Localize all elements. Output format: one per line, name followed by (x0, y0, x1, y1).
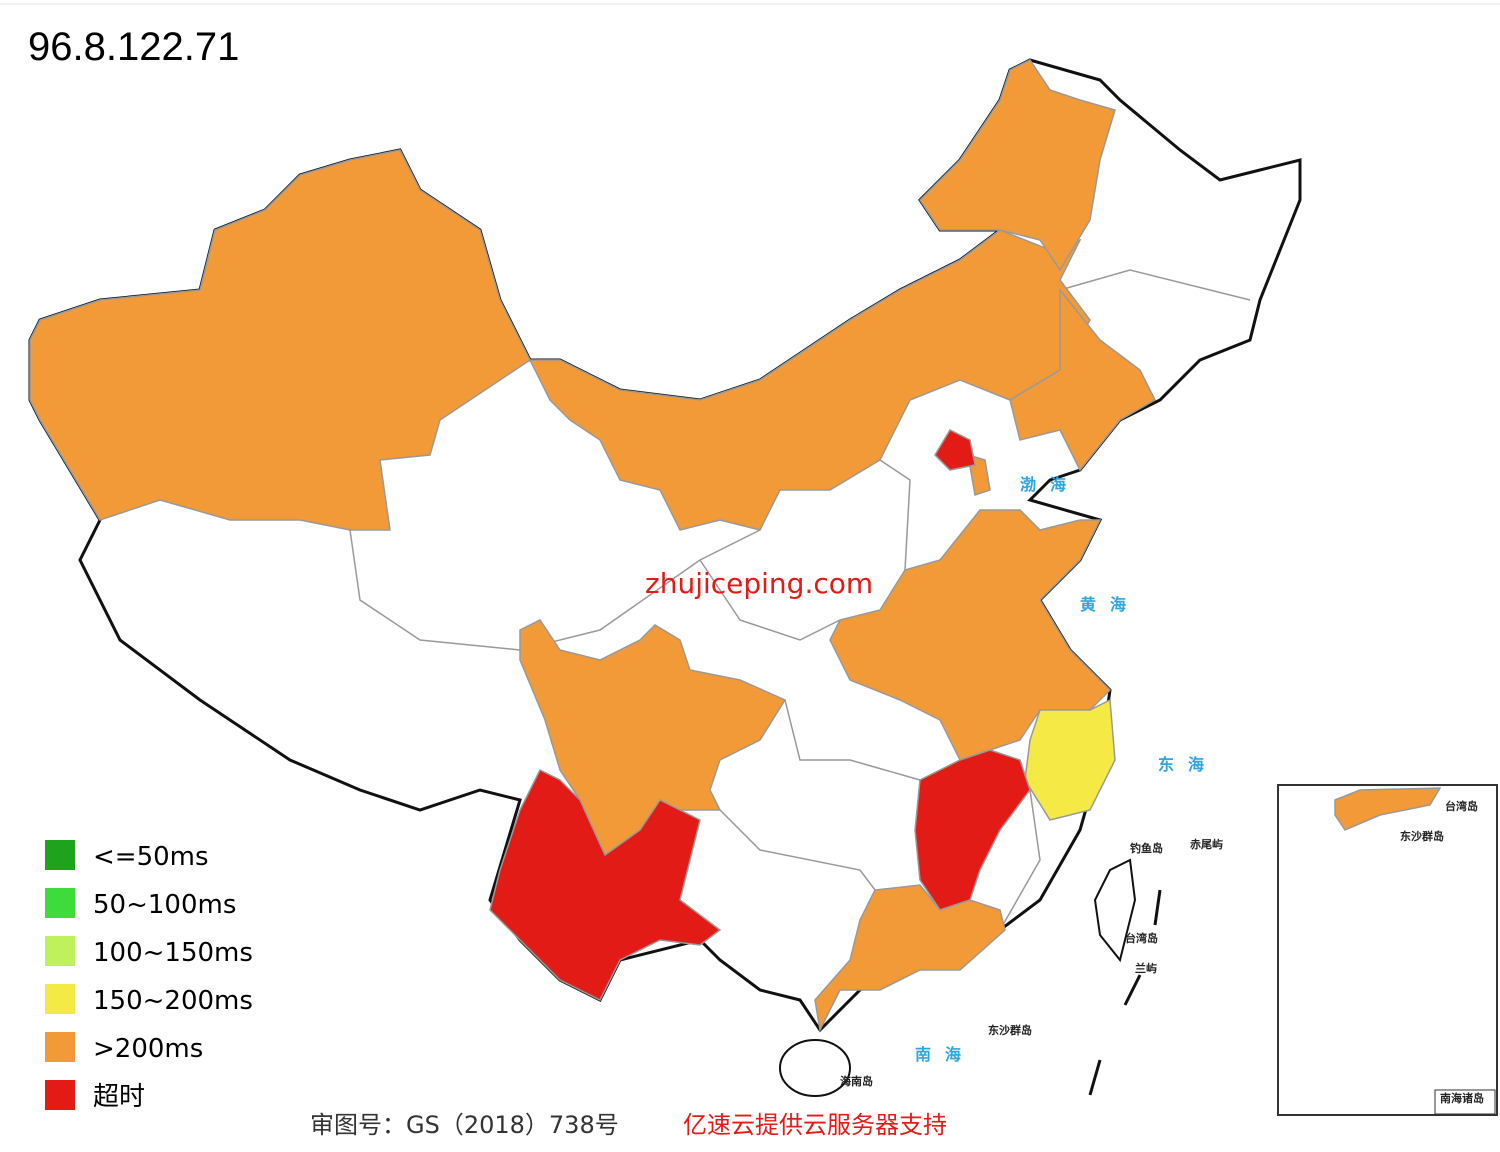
legend: <=50ms 50~100ms 100~150ms 150~200ms >200ms 超时 (45, 840, 253, 1112)
legend-label: 超时 (93, 1082, 145, 1112)
hainan (779, 1039, 851, 1097)
province (914, 749, 1031, 911)
legend-label: <=50ms (93, 842, 209, 872)
inset-label: 东沙群岛 (1400, 829, 1444, 843)
island-label: 海南岛 (840, 1074, 873, 1088)
legend-label: 150~200ms (93, 986, 253, 1016)
legend-swatch (45, 840, 75, 870)
inset-label: 台湾岛 (1445, 799, 1478, 813)
map: 渤海 黄海 东海 南海 钓鱼岛 赤尾屿 台湾岛 兰屿 东沙群岛 海南岛 (28, 58, 1302, 1097)
sea-label: 渤海 (1020, 475, 1080, 494)
sea-label: 黄海 (1080, 595, 1140, 614)
legend-swatch (45, 936, 75, 966)
province (1024, 698, 1116, 821)
sponsor-note: 亿速云提供云服务器支持 (683, 1111, 947, 1139)
legend-swatch (45, 984, 75, 1014)
province (489, 768, 722, 1002)
legend-swatch (45, 1080, 75, 1110)
approval-note: 审图号：GS（2018）738号 (310, 1111, 619, 1139)
province (919, 59, 1116, 272)
island-label: 赤尾屿 (1190, 837, 1223, 851)
province-border (719, 809, 876, 891)
watermark: zhujiceping.com (645, 567, 873, 600)
legend-swatch (45, 888, 75, 918)
legend-label: >200ms (93, 1034, 203, 1064)
province-border (999, 789, 1041, 931)
province (1334, 787, 1442, 831)
legend-swatch (45, 1032, 75, 1062)
province (1009, 287, 1156, 472)
legend-label: 100~150ms (93, 938, 253, 968)
inset-map: 台湾岛 东沙群岛 南海诸岛 (1277, 784, 1498, 1116)
inset-label: 南海诸岛 (1440, 1091, 1484, 1105)
island-label: 兰屿 (1135, 961, 1157, 975)
province (934, 429, 976, 471)
island-label: 东沙群岛 (988, 1023, 1032, 1037)
inset-frame (1277, 784, 1498, 1116)
taiwan (1093, 858, 1137, 963)
province (519, 619, 787, 861)
island-label: 台湾岛 (1125, 931, 1158, 945)
boundary-dash (1088, 889, 1162, 1096)
legend-label: 50~100ms (93, 890, 236, 920)
inset-caption-box (1434, 1089, 1496, 1115)
sea-label: 南海 (915, 1045, 975, 1064)
province-border (699, 559, 841, 641)
sea-label: 东海 (1158, 755, 1218, 774)
province-border (784, 699, 921, 781)
province-border (1059, 269, 1251, 301)
ip-title: 96.8.122.71 (28, 25, 239, 69)
island-label: 钓鱼岛 (1130, 841, 1163, 855)
province-border (879, 459, 911, 571)
province (814, 884, 1006, 1033)
